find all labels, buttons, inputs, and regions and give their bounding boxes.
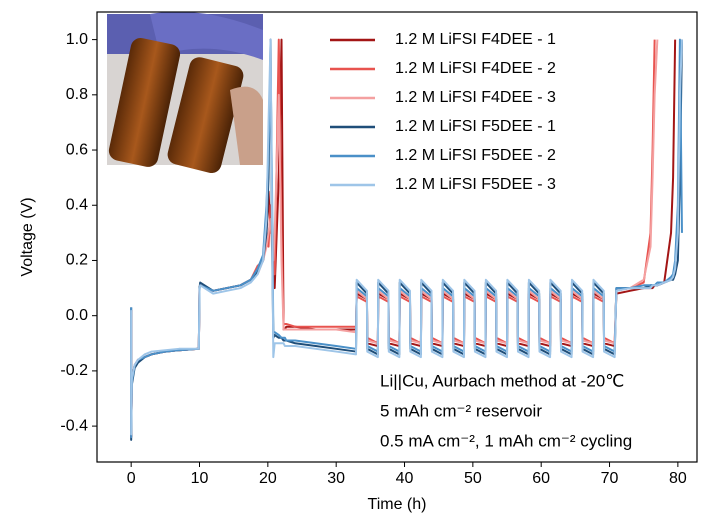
y-axis-label: Voltage (V) <box>19 197 36 276</box>
legend-label: 1.2 M LiFSI F4DEE - 1 <box>395 31 556 48</box>
x-tick-label: 40 <box>396 470 414 487</box>
inset-photo <box>107 11 263 174</box>
annotation: 0.5 mA cm⁻², 1 mAh cm⁻² cycling <box>380 431 632 450</box>
y-tick-label: 0.6 <box>66 141 88 158</box>
x-tick-label: 30 <box>327 470 345 487</box>
legend-label: 1.2 M LiFSI F4DEE - 2 <box>395 60 556 77</box>
legend-label: 1.2 M LiFSI F5DEE - 2 <box>395 147 556 164</box>
y-tick-label: 0.0 <box>66 307 88 324</box>
x-tick-label: 70 <box>601 470 619 487</box>
legend-label: 1.2 M LiFSI F4DEE - 3 <box>395 89 556 106</box>
y-tick-label: 0.8 <box>66 86 88 103</box>
legend: 1.2 M LiFSI F4DEE - 1 1.2 M LiFSI F4DEE -… <box>330 31 556 193</box>
annotation: 5 mAh cm⁻² reservoir <box>380 401 542 420</box>
y-tick-label: -0.4 <box>60 417 88 434</box>
annotation: Li||Cu, Aurbach method at -20℃ <box>380 371 624 390</box>
x-tick-label: 50 <box>464 470 482 487</box>
legend-label: 1.2 M LiFSI F5DEE - 3 <box>395 176 556 193</box>
x-tick-label: 60 <box>532 470 550 487</box>
series-line <box>130 38 683 436</box>
y-tick-label: 1.0 <box>66 31 88 48</box>
legend-label: 1.2 M LiFSI F5DEE - 1 <box>395 118 556 135</box>
y-tick-label: -0.2 <box>60 362 88 379</box>
y-tick-label: 0.2 <box>66 252 88 269</box>
x-tick-label: 10 <box>191 470 209 487</box>
x-axis-label: Time (h) <box>368 496 427 513</box>
axes-frame <box>96 11 698 463</box>
x-tick-label: 80 <box>669 470 687 487</box>
lines <box>130 38 683 441</box>
x-tick-label: 0 <box>127 470 136 487</box>
y-tick-label: 0.4 <box>66 196 88 213</box>
x-tick-label: 20 <box>259 470 277 487</box>
